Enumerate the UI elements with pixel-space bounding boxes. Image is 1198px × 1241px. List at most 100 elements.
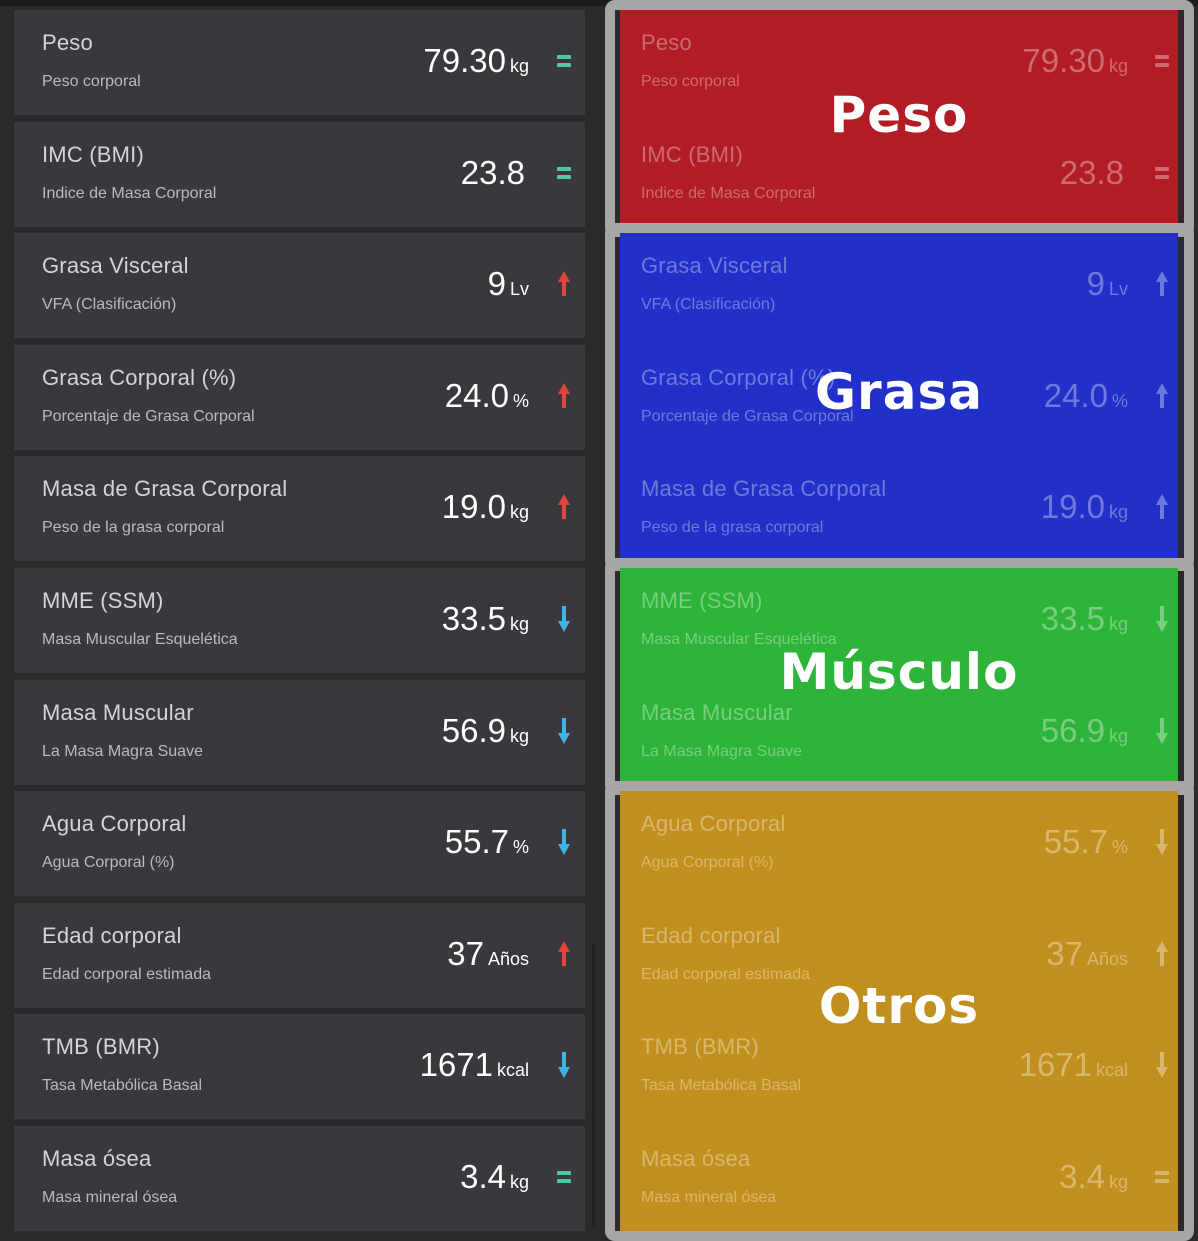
group-frame	[605, 558, 1194, 795]
metric-number: 56.9	[441, 712, 506, 749]
group-frame	[605, 0, 1194, 237]
arrow-down-icon	[1153, 716, 1171, 746]
metric-unit: kg	[1108, 726, 1128, 746]
metric-value: 3.4 kg	[1059, 1158, 1128, 1196]
metric-subtitle: Peso de la grasa corporal	[641, 519, 824, 536]
metric-unit: kg	[1108, 614, 1128, 634]
metric-subtitle: Edad corporal estimada	[641, 966, 810, 983]
equal-icon	[1153, 158, 1171, 188]
metric-number: 56.9	[1040, 712, 1105, 749]
metric-card[interactable]: Edad corporal Edad corporal estimada 37 Año…	[14, 903, 585, 1008]
metric-value: 9 Lv	[1087, 265, 1128, 303]
metric-subtitle: Peso de la grasa corporal	[42, 519, 225, 536]
metric-value: 23.8	[1060, 154, 1128, 192]
metric-number: 19.0	[1040, 488, 1105, 525]
metric-value: 9 Lv	[488, 265, 529, 303]
metric-title: Grasa Visceral	[641, 253, 788, 278]
arrow-up-icon	[555, 269, 573, 299]
metric-subtitle: La Masa Magra Suave	[641, 743, 802, 760]
metric-card[interactable]: Masa ósea Masa mineral ósea 3.4 kg	[14, 1126, 585, 1231]
arrow-down-icon	[1153, 604, 1171, 634]
metric-unit: kg	[509, 502, 529, 522]
metric-title: Edad corporal	[641, 923, 781, 948]
metric-subtitle: Porcentaje de Grasa Corporal	[42, 408, 255, 425]
metric-number: 55.7	[444, 823, 509, 860]
metric-title: Agua Corporal	[42, 811, 187, 836]
metric-subtitle: Agua Corporal (%)	[641, 854, 774, 871]
metric-subtitle: Agua Corporal (%)	[42, 854, 175, 871]
metric-number: 3.4	[1059, 1158, 1105, 1195]
metric-subtitle: Tasa Metabólica Basal	[641, 1077, 802, 1094]
arrow-down-icon	[555, 827, 573, 857]
metric-unit: kg	[509, 726, 529, 746]
metric-card: Grasa Visceral VFA (Clasificación) 9 Lv	[620, 233, 1178, 345]
metric-card[interactable]: IMC (BMI) Indice de Masa Corporal 23.8	[14, 122, 585, 227]
arrow-up-icon	[555, 492, 573, 522]
metric-card[interactable]: Grasa Corporal (%) Porcentaje de Grasa Co…	[14, 345, 585, 450]
metric-title: Edad corporal	[42, 923, 182, 948]
metric-unit: Años	[1086, 949, 1128, 969]
metric-title: Peso	[42, 30, 93, 55]
metric-title: Masa ósea	[42, 1146, 152, 1171]
metric-number: 37	[447, 935, 484, 972]
metric-value: 3.4 kg	[460, 1158, 529, 1196]
metric-card: Masa ósea Masa mineral ósea 3.4 kg	[620, 1126, 1178, 1231]
group-label: Peso	[829, 86, 969, 144]
metric-card[interactable]: Grasa Visceral VFA (Clasificación) 9 Lv	[14, 233, 585, 338]
metric-unit: kg	[509, 56, 529, 76]
metric-number: 1671	[1018, 1046, 1092, 1083]
arrow-down-icon	[1153, 827, 1171, 857]
metric-card: TMB (BMR) Tasa Metabólica Basal 1671 kcal	[620, 1014, 1178, 1126]
metric-card[interactable]: MME (SSM) Masa Muscular Esquelética 33.5 kg	[14, 568, 585, 673]
metric-card[interactable]: Agua Corporal Agua Corporal (%) 55.7%	[14, 791, 585, 896]
metric-unit: Lv	[509, 279, 529, 299]
metric-number: 24.0	[444, 377, 509, 414]
metric-number: 23.8	[1059, 154, 1124, 191]
metric-title: Masa Muscular	[42, 700, 194, 725]
arrow-up-icon	[555, 939, 573, 969]
metric-card: Grasa Corporal (%) Porcentaje de Grasa Co…	[620, 345, 1178, 457]
metric-unit: kg	[509, 1172, 529, 1192]
metric-card: IMC (BMI) Indice de Masa Corporal 23.8	[620, 122, 1178, 227]
group-label: Otros	[818, 977, 980, 1035]
metric-number: 24.0	[1043, 377, 1108, 414]
metric-title: Masa ósea	[641, 1146, 751, 1171]
metric-value: 1671 kcal	[420, 1046, 529, 1084]
metric-value: 55.7%	[445, 823, 529, 861]
metric-value: 79.30 kg	[423, 42, 529, 80]
metric-value: 37 Años	[1046, 935, 1128, 973]
arrow-down-icon	[555, 716, 573, 746]
metric-value: 1671 kcal	[1019, 1046, 1128, 1084]
metric-unit: %	[1111, 391, 1128, 411]
arrow-down-icon	[555, 1050, 573, 1080]
metric-value: 56.9 kg	[442, 712, 529, 750]
metric-value: 56.9 kg	[1041, 712, 1128, 750]
metric-subtitle: La Masa Magra Suave	[42, 743, 203, 760]
metric-card: MME (SSM) Masa Muscular Esquelética 33.5 kg	[620, 568, 1178, 680]
metric-title: TMB (BMR)	[42, 1034, 160, 1059]
metric-number: 33.5	[441, 600, 506, 637]
metric-card[interactable]: Masa Muscular La Masa Magra Suave 56.9 kg	[14, 680, 585, 785]
equal-icon	[555, 1162, 573, 1192]
metric-card: Agua Corporal Agua Corporal (%) 55.7%	[620, 791, 1178, 903]
metric-subtitle: Indice de Masa Corporal	[42, 185, 217, 202]
metric-subtitle: VFA (Clasificación)	[42, 296, 177, 313]
top-bar	[0, 0, 1198, 6]
metric-subtitle: Indice de Masa Corporal	[641, 185, 816, 202]
equal-icon	[1153, 1162, 1171, 1192]
group-label: Músculo	[779, 643, 1019, 701]
metric-card: Masa de Grasa Corporal Peso de la grasa c…	[620, 456, 1178, 561]
metric-card[interactable]: Masa de Grasa Corporal Peso de la grasa c…	[14, 456, 585, 561]
metric-card[interactable]: Peso Peso corporal 79.30 kg	[14, 10, 585, 115]
arrow-up-icon	[1153, 381, 1171, 411]
metric-unit: kg	[1108, 502, 1128, 522]
metric-value: 24.0%	[445, 377, 529, 415]
metric-title: Masa Muscular	[641, 700, 793, 725]
metric-card[interactable]: TMB (BMR) Tasa Metabólica Basal 1671 kcal	[14, 1014, 585, 1119]
arrow-up-icon	[555, 381, 573, 411]
scrollbar[interactable]	[592, 945, 595, 1227]
group-frame	[605, 223, 1194, 571]
metric-subtitle: Masa mineral ósea	[42, 1189, 178, 1206]
metric-title: IMC (BMI)	[42, 142, 145, 167]
metric-number: 23.8	[460, 154, 525, 191]
